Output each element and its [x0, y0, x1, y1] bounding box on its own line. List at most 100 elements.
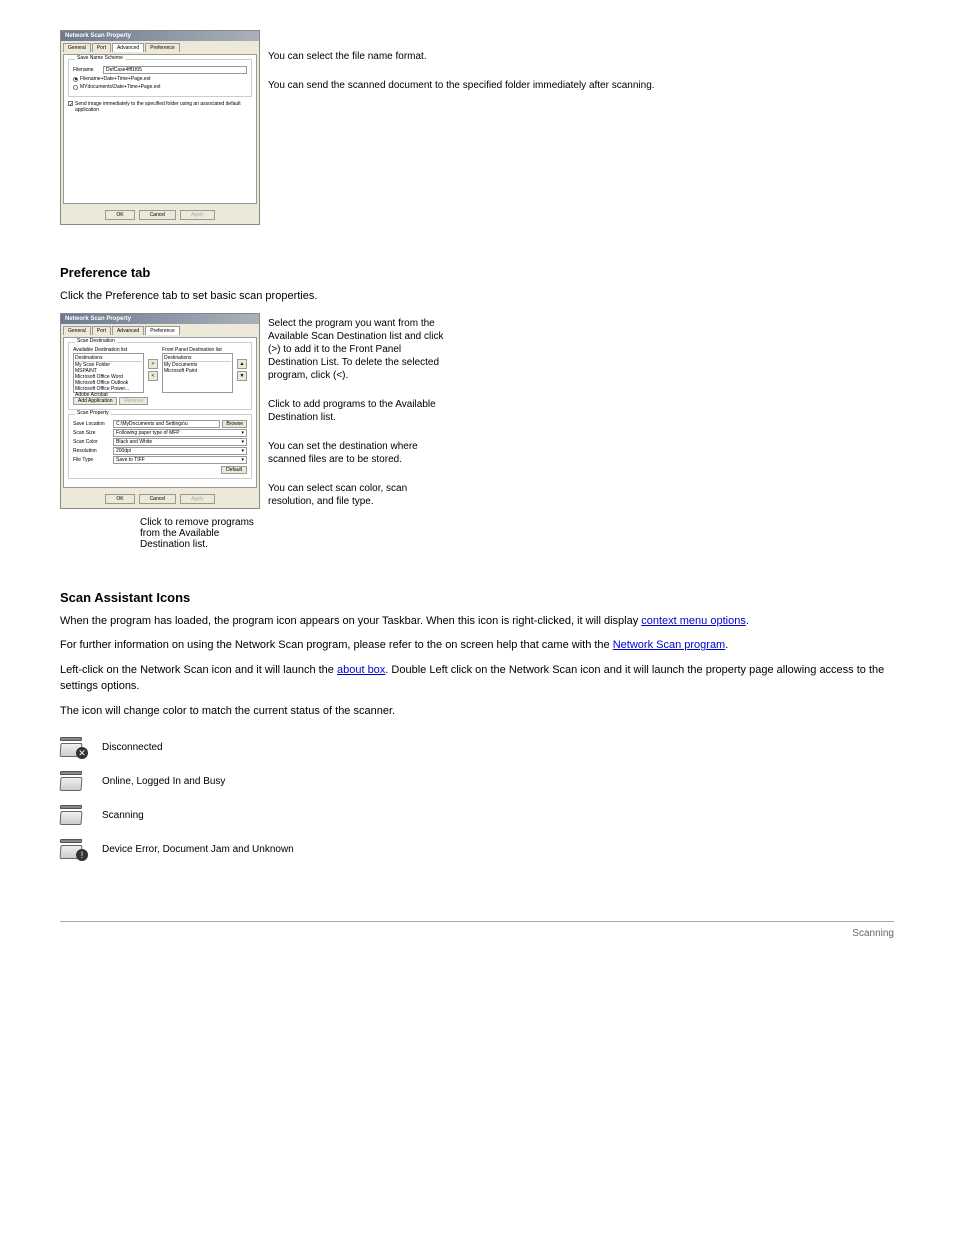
- radio-label-2: MYdocuments\Date+Time+Page.ext: [80, 84, 160, 90]
- dialog-preference: Network Scan Property General Port Advan…: [60, 313, 260, 509]
- save-location-label: Save Location: [73, 421, 113, 427]
- preference-annotations: Select the program you want from the Ava…: [268, 313, 448, 524]
- radio-icon: [73, 77, 78, 82]
- icon-label: Disconnected: [102, 742, 163, 753]
- filename-label: Filename: [73, 67, 103, 73]
- move-down-button[interactable]: ▼: [237, 371, 247, 381]
- scan-dest-title: Scan Destination: [75, 338, 117, 344]
- dialog-button-row: OK Cancel Apply: [61, 490, 259, 508]
- icon-label: Online, Logged In and Busy: [102, 776, 225, 787]
- radio-format-1[interactable]: Filename+Date+Time+Page.ext: [73, 76, 247, 82]
- link-context-menu[interactable]: context menu options: [641, 615, 746, 627]
- annotation-select-program: Select the program you want from the Ava…: [268, 317, 448, 382]
- icon-row-disconnected: ✕ Disconnected: [60, 735, 894, 759]
- scan-property-group: Scan Property Save Location C:\MyDocumen…: [68, 414, 252, 479]
- icon-row-scanning: Scanning: [60, 803, 894, 827]
- icon-label: Device Error, Document Jam and Unknown: [102, 844, 294, 855]
- add-application-button[interactable]: Add Application: [73, 397, 117, 405]
- icon-row-error: ! Device Error, Document Jam and Unknown: [60, 837, 894, 861]
- tab-advanced[interactable]: Advanced: [112, 326, 144, 335]
- tab-preference[interactable]: Preference: [145, 43, 179, 52]
- page-footer: Scanning: [60, 921, 894, 939]
- annotation-send: You can send the scanned document to the…: [268, 79, 655, 92]
- move-left-button[interactable]: <: [148, 371, 158, 381]
- available-listbox[interactable]: Destinations My Scan Folder MSPAINT Micr…: [73, 353, 144, 393]
- tab-bar: General Port Advanced Preference: [61, 41, 259, 54]
- ok-button[interactable]: OK: [105, 210, 134, 220]
- list-item[interactable]: Microsoft Paint: [164, 368, 231, 374]
- radio-format-2[interactable]: MYdocuments\Date+Time+Page.ext: [73, 84, 247, 90]
- browse-button[interactable]: Browse: [222, 420, 247, 428]
- send-immediately-checkbox[interactable]: Send image immediately to the specified …: [68, 101, 252, 113]
- default-button[interactable]: Default: [221, 466, 247, 474]
- link-about-box[interactable]: about box: [337, 664, 385, 676]
- column-header: Destinations: [164, 355, 231, 362]
- link-network-scan[interactable]: Network Scan program: [613, 639, 726, 651]
- remove-button[interactable]: Remove: [119, 397, 148, 405]
- para-color-change: The icon will change color to match the …: [60, 703, 894, 720]
- icons-heading: Scan Assistant Icons: [60, 590, 894, 605]
- move-up-button[interactable]: ▲: [237, 359, 247, 369]
- icon-status-table: ✕ Disconnected Online, Logged In and Bus…: [60, 735, 894, 861]
- resolution-label: Resolution: [73, 448, 113, 454]
- para-about-box: Left-click on the Network Scan icon and …: [60, 662, 894, 695]
- checkbox-icon: [68, 101, 73, 106]
- error-icon: !: [60, 837, 88, 861]
- para-further-info: For further information on using the Net…: [60, 637, 894, 654]
- tab-port[interactable]: Port: [92, 326, 111, 335]
- save-name-group: Save Name Scheme Filename DefCase4fff1f0…: [68, 59, 252, 97]
- resolution-dropdown[interactable]: 200dpi: [113, 447, 247, 455]
- save-name-group-title: Save Name Scheme: [75, 55, 125, 61]
- annotation-add-programs: Click to add programs to the Available D…: [268, 398, 448, 424]
- front-listbox[interactable]: Destinations My Documents Microsoft Pain…: [162, 353, 233, 393]
- scan-size-dropdown[interactable]: Following paper type of MFP: [113, 429, 247, 437]
- tab-port[interactable]: Port: [92, 43, 111, 52]
- dialog-advanced: Network Scan Property General Port Advan…: [60, 30, 260, 225]
- cancel-button[interactable]: Cancel: [139, 494, 177, 504]
- column-header: Destinations: [75, 355, 142, 362]
- filename-input[interactable]: DefCase4fff1f05: [103, 66, 247, 74]
- annotation-filename: You can select the file name format.: [268, 50, 655, 63]
- tab-preference[interactable]: Preference: [145, 326, 179, 335]
- scanning-icon: [60, 803, 88, 827]
- file-type-dropdown[interactable]: Save to TIFF: [113, 456, 247, 464]
- scan-color-label: Scan Color: [73, 439, 113, 445]
- icon-row-online: Online, Logged In and Busy: [60, 769, 894, 793]
- radio-icon: [73, 85, 78, 90]
- scan-destination-group: Scan Destination Available Destination l…: [68, 342, 252, 410]
- para-taskbar: When the program has loaded, the program…: [60, 613, 894, 630]
- move-right-button[interactable]: >: [148, 359, 158, 369]
- tab-general[interactable]: General: [63, 326, 91, 335]
- dialog-title: Network Scan Property: [61, 314, 259, 324]
- online-icon: [60, 769, 88, 793]
- ok-button[interactable]: OK: [105, 494, 134, 504]
- disconnected-icon: ✕: [60, 735, 88, 759]
- preference-tab-figure: Network Scan Property General Port Advan…: [60, 313, 894, 550]
- annotation-destination: You can set the destination where scanne…: [268, 440, 448, 466]
- cancel-button[interactable]: Cancel: [139, 210, 177, 220]
- move-buttons: > <: [148, 347, 158, 393]
- annotation-scan-options: You can select scan color, scan resoluti…: [268, 482, 448, 508]
- scan-color-dropdown[interactable]: Black and White: [113, 438, 247, 446]
- apply-button[interactable]: Apply: [180, 494, 215, 504]
- below-caption: Click to remove programs from the Availa…: [60, 517, 260, 550]
- advanced-panel: Save Name Scheme Filename DefCase4fff1f0…: [63, 54, 257, 204]
- advanced-annotations: You can select the file name format. You…: [268, 30, 655, 108]
- order-buttons: ▲ ▼: [237, 347, 247, 393]
- dialog-title: Network Scan Property: [61, 31, 259, 41]
- file-type-label: File Type: [73, 457, 113, 463]
- advanced-tab-figure: Network Scan Property General Port Advan…: [60, 30, 894, 225]
- preference-panel: Scan Destination Available Destination l…: [63, 337, 257, 488]
- preference-text: Click the Preference tab to set basic sc…: [60, 288, 894, 305]
- radio-label-1: Filename+Date+Time+Page.ext: [80, 76, 151, 82]
- apply-button[interactable]: Apply: [180, 210, 215, 220]
- tab-bar: General Port Advanced Preference: [61, 324, 259, 337]
- preference-heading: Preference tab: [60, 265, 894, 280]
- tab-general[interactable]: General: [63, 43, 91, 52]
- tab-advanced[interactable]: Advanced: [112, 43, 144, 52]
- checkbox-label: Send image immediately to the specified …: [75, 101, 252, 113]
- icon-label: Scanning: [102, 810, 144, 821]
- save-location-input[interactable]: C:\MyDocuments and Settings\u: [113, 420, 220, 428]
- dialog-button-row: OK Cancel Apply: [61, 206, 259, 224]
- scan-prop-title: Scan Property: [75, 410, 111, 416]
